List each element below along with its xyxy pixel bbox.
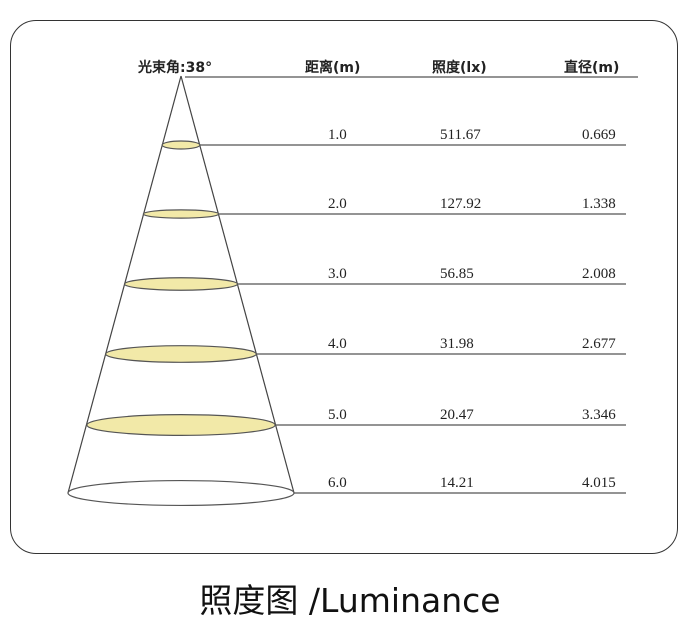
diameter-value: 2.008 bbox=[582, 266, 616, 282]
illuminance-value: 20.47 bbox=[440, 407, 474, 423]
light-spot-ellipse bbox=[161, 140, 201, 150]
light-spot-ellipse bbox=[67, 479, 295, 507]
distance-value: 5.0 bbox=[328, 407, 347, 423]
distance-value: 1.0 bbox=[328, 127, 347, 143]
illuminance-value: 56.85 bbox=[440, 266, 474, 282]
illuminance-value: 14.21 bbox=[440, 475, 474, 491]
diameter-header: 直径(m) bbox=[564, 59, 619, 76]
distance-value: 6.0 bbox=[328, 475, 347, 491]
light-spot-ellipse bbox=[142, 209, 220, 219]
illuminance-header: 照度(lx) bbox=[432, 59, 487, 76]
caption: 照度图 /Luminance bbox=[199, 581, 501, 620]
diameter-value: 3.346 bbox=[582, 407, 616, 423]
distance-value: 4.0 bbox=[328, 336, 347, 352]
illuminance-value: 511.67 bbox=[440, 127, 481, 143]
light-spot-ellipse bbox=[105, 345, 257, 363]
illuminance-value: 127.92 bbox=[440, 196, 481, 212]
light-spot-ellipse bbox=[123, 277, 239, 291]
distance-header: 距离(m) bbox=[305, 59, 360, 76]
illuminance-value: 31.98 bbox=[440, 336, 474, 352]
diameter-value: 2.677 bbox=[582, 336, 616, 352]
diameter-value: 1.338 bbox=[582, 196, 616, 212]
distance-value: 2.0 bbox=[328, 196, 347, 212]
diameter-value: 4.015 bbox=[582, 475, 616, 491]
diagram-frame bbox=[10, 20, 678, 554]
distance-value: 3.0 bbox=[328, 266, 347, 282]
diameter-value: 0.669 bbox=[582, 127, 616, 143]
light-spot-ellipse bbox=[86, 414, 276, 436]
beam-angle-label: 光束角:38° bbox=[137, 59, 212, 76]
